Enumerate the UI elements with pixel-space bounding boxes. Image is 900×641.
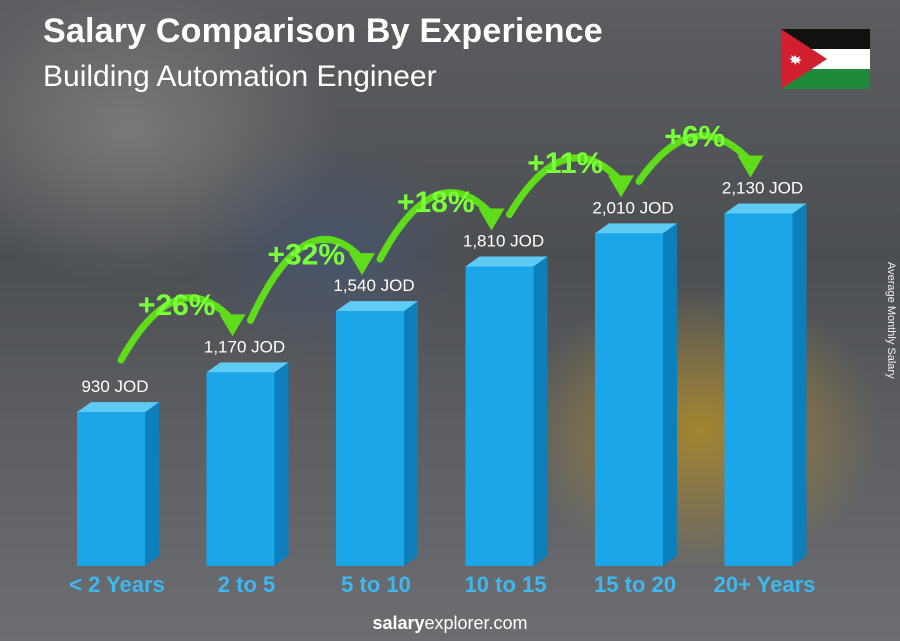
- bar-top: [724, 203, 807, 214]
- arrow-head: [349, 253, 375, 276]
- increase-arrow-4: +6%: [635, 120, 764, 185]
- bar-top: [465, 256, 548, 267]
- bar-top: [336, 301, 418, 312]
- bar-side: [404, 301, 418, 566]
- arrow-head: [608, 175, 634, 198]
- bar-5: [724, 203, 807, 567]
- y-axis-label: Average Monthly Salary: [885, 261, 897, 379]
- bar-top: [77, 402, 159, 413]
- category-label: 2 to 5: [218, 572, 275, 597]
- increase-label: +26%: [138, 289, 216, 322]
- category-label: < 2 Years: [69, 572, 165, 597]
- bar-front: [206, 372, 275, 566]
- increase-arrow-1: +32%: [247, 235, 375, 324]
- bar-side: [533, 256, 548, 566]
- jordan-flag-icon: [781, 29, 870, 89]
- value-label: 2,130 JOD: [722, 178, 803, 197]
- increase-arrow-0: +26%: [117, 289, 246, 364]
- increase-label: +18%: [397, 186, 475, 219]
- bar-front: [465, 266, 534, 566]
- category-label: 5 to 10: [341, 572, 411, 597]
- increase-label: +32%: [267, 239, 345, 272]
- footer-brand-rest: explorer.com: [424, 613, 528, 633]
- bar-side: [663, 223, 677, 566]
- arrow-curve: [376, 189, 495, 263]
- bar-side: [274, 362, 289, 566]
- bar-side: [145, 402, 159, 566]
- bar-front: [77, 412, 145, 566]
- value-label: 1,540 JOD: [333, 276, 414, 295]
- arrow-head: [737, 155, 764, 178]
- increase-label: +11%: [527, 147, 603, 180]
- bar-front: [595, 233, 663, 566]
- value-label: 2,010 JOD: [592, 198, 673, 217]
- arrow-curve: [506, 154, 625, 218]
- page-title: Salary Comparison By Experience: [43, 12, 603, 50]
- bar-2: [336, 301, 418, 566]
- bar-3: [465, 256, 548, 566]
- page-subtitle: Building Automation Engineer: [43, 60, 437, 93]
- bar-front: [336, 311, 404, 566]
- arrow-head: [219, 314, 246, 337]
- arrow-curve: [247, 235, 366, 324]
- bar-side: [792, 203, 807, 567]
- bar-0: [77, 402, 159, 566]
- arrow-curve: [117, 294, 236, 364]
- footer-brand-bold: salary: [372, 613, 425, 633]
- bar-top: [595, 223, 677, 234]
- increase-arrow-3: +11%: [506, 147, 634, 218]
- arrow-head: [478, 208, 505, 231]
- increase-label: +6%: [664, 120, 725, 153]
- footer-brand: salaryexplorer.com: [0, 613, 900, 634]
- value-label: 1,810 JOD: [463, 231, 544, 250]
- arrow-curve: [635, 132, 754, 185]
- bar-front: [724, 213, 793, 567]
- value-label: 1,170 JOD: [204, 337, 285, 356]
- category-label: 20+ Years: [714, 572, 816, 597]
- bar-1: [206, 362, 289, 566]
- category-label: 15 to 20: [594, 572, 676, 597]
- increase-arrow-2: +18%: [376, 186, 505, 263]
- value-label: 930 JOD: [81, 377, 148, 396]
- bar-top: [206, 362, 289, 373]
- category-label: 10 to 15: [465, 572, 547, 597]
- bar-4: [595, 223, 677, 566]
